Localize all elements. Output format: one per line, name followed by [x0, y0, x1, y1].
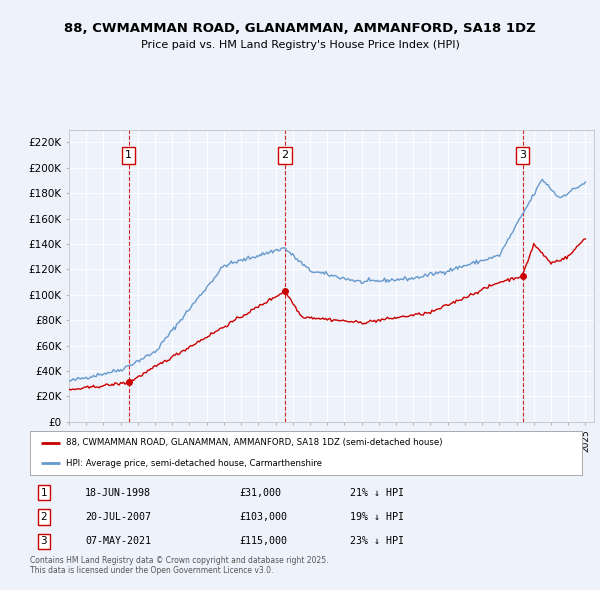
Text: 20-JUL-2007: 20-JUL-2007 [85, 512, 151, 522]
Text: 88, CWMAMMAN ROAD, GLANAMMAN, AMMANFORD, SA18 1DZ: 88, CWMAMMAN ROAD, GLANAMMAN, AMMANFORD,… [64, 22, 536, 35]
Text: 3: 3 [519, 150, 526, 160]
Text: 21% ↓ HPI: 21% ↓ HPI [350, 488, 404, 497]
Text: 1: 1 [40, 488, 47, 497]
Text: 2: 2 [40, 512, 47, 522]
Text: 18-JUN-1998: 18-JUN-1998 [85, 488, 151, 497]
Text: 07-MAY-2021: 07-MAY-2021 [85, 536, 151, 546]
Text: £115,000: £115,000 [240, 536, 288, 546]
Text: 23% ↓ HPI: 23% ↓ HPI [350, 536, 404, 546]
Text: Price paid vs. HM Land Registry's House Price Index (HPI): Price paid vs. HM Land Registry's House … [140, 40, 460, 50]
Text: Contains HM Land Registry data © Crown copyright and database right 2025.
This d: Contains HM Land Registry data © Crown c… [30, 556, 329, 575]
Text: £103,000: £103,000 [240, 512, 288, 522]
Text: 19% ↓ HPI: 19% ↓ HPI [350, 512, 404, 522]
Text: £31,000: £31,000 [240, 488, 282, 497]
Text: HPI: Average price, semi-detached house, Carmarthenshire: HPI: Average price, semi-detached house,… [66, 458, 322, 467]
Text: 3: 3 [40, 536, 47, 546]
Text: 2: 2 [281, 150, 289, 160]
Text: 1: 1 [125, 150, 132, 160]
Text: 88, CWMAMMAN ROAD, GLANAMMAN, AMMANFORD, SA18 1DZ (semi-detached house): 88, CWMAMMAN ROAD, GLANAMMAN, AMMANFORD,… [66, 438, 442, 447]
